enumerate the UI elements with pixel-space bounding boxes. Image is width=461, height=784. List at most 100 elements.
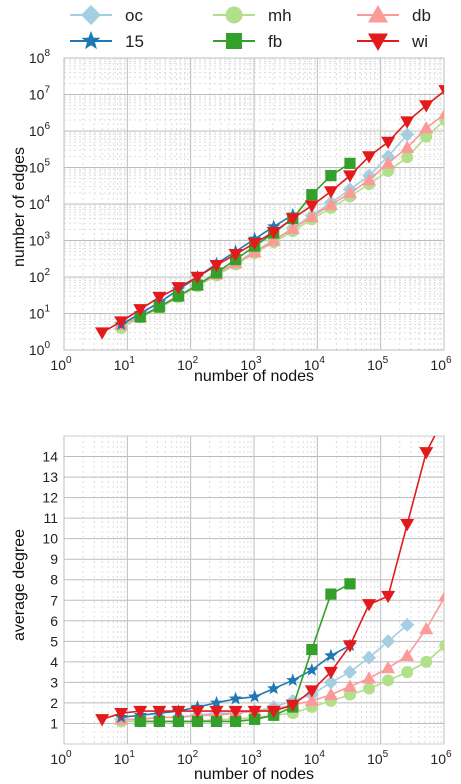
y-tick-exponent: 7 xyxy=(44,85,50,96)
x-tick-base: 10 xyxy=(50,357,66,373)
series-layer xyxy=(95,85,444,340)
data-point-wi xyxy=(190,705,205,719)
data-point-oc xyxy=(400,617,415,632)
x-tick-exponent: 1 xyxy=(129,749,135,760)
x-tick-exponent: 3 xyxy=(256,749,262,760)
legend-label-15: 15 xyxy=(125,32,144,51)
data-point-wi xyxy=(266,226,281,240)
data-point-db xyxy=(304,209,319,222)
data-point-db xyxy=(381,156,396,169)
y-tick-label: 14 xyxy=(42,449,58,465)
x-tick-base: 10 xyxy=(430,357,446,373)
data-point-db xyxy=(438,591,444,602)
x-tick-exponent: 5 xyxy=(383,749,389,760)
data-point-wi xyxy=(381,136,396,149)
data-point-fb xyxy=(306,643,318,656)
x-tick-label: 102 xyxy=(177,749,199,767)
data-point-wi xyxy=(95,327,110,340)
y-tick-exponent: 1 xyxy=(44,304,50,315)
data-point-15 xyxy=(228,691,243,705)
y-tick-label: 1 xyxy=(50,715,58,731)
data-point-wi xyxy=(114,707,129,721)
data-point-fb xyxy=(344,578,356,590)
data-point-wi xyxy=(285,699,300,712)
legend-entry-wi: wi xyxy=(357,32,428,51)
y-tick-label: 9 xyxy=(50,551,58,567)
data-point-wi xyxy=(419,447,434,460)
data-point-fb xyxy=(249,713,261,725)
data-point-15 xyxy=(248,689,262,703)
y-tick-label: 102 xyxy=(29,267,51,285)
y-tick-base: 10 xyxy=(29,196,45,212)
data-point-wi xyxy=(228,249,243,262)
y-tick-base: 10 xyxy=(29,342,45,358)
x-tick-exponent: 3 xyxy=(256,355,262,366)
data-point-db xyxy=(304,693,319,707)
data-point-wi xyxy=(285,213,300,226)
x-tick-base: 10 xyxy=(240,751,256,767)
y-tick-label: 104 xyxy=(29,194,51,212)
data-point-wi xyxy=(209,705,224,719)
data-point-wi xyxy=(247,705,262,719)
data-point-wi xyxy=(304,685,319,698)
y-tick-label: 12 xyxy=(42,490,58,506)
legend-marker-wi xyxy=(368,33,388,51)
data-point-wi xyxy=(228,705,243,719)
x-tick-label: 101 xyxy=(114,749,136,767)
data-point-wi xyxy=(133,304,148,317)
y-tick-label: 108 xyxy=(29,48,51,66)
legend-marker-15 xyxy=(81,31,101,50)
legend-label-fb: fb xyxy=(268,32,282,51)
y-tick-label: 11 xyxy=(43,510,58,526)
data-point-wi xyxy=(95,714,110,727)
data-point-fb xyxy=(325,169,337,182)
data-point-mh xyxy=(420,130,433,143)
legend: oc mh db 15 fb wi xyxy=(70,5,431,51)
data-point-db xyxy=(362,671,377,684)
y-tick-exponent: 2 xyxy=(44,267,50,278)
legend-label-db: db xyxy=(412,6,431,25)
y-tick-exponent: 3 xyxy=(44,231,50,242)
y-tick-label: 107 xyxy=(29,85,51,103)
x-tick-label: 105 xyxy=(367,355,389,373)
y-tick-label: 100 xyxy=(29,340,51,358)
data-point-mh xyxy=(439,639,444,652)
y-tick-label: 3 xyxy=(50,674,58,690)
legend-entry-15: 15 xyxy=(70,31,144,51)
data-point-db xyxy=(285,221,300,234)
data-point-fb xyxy=(210,267,223,279)
data-point-mh xyxy=(401,151,414,164)
y-tick-label: 5 xyxy=(50,633,58,649)
data-point-15 xyxy=(267,681,281,695)
legend-entry-db: db xyxy=(357,5,431,25)
y-tick-exponent: 6 xyxy=(44,121,50,132)
y-tick-label: 6 xyxy=(50,613,58,629)
data-point-oc xyxy=(362,650,377,665)
legend-entry-fb: fb xyxy=(213,32,282,51)
x-tick-label: 102 xyxy=(177,355,199,373)
y-tick-base: 10 xyxy=(29,50,45,66)
x-tick-base: 10 xyxy=(177,357,193,373)
x-tick-label: 106 xyxy=(430,749,452,767)
top-x-axis-label: number of nodes xyxy=(194,368,314,385)
y-tick-label: 106 xyxy=(29,121,51,139)
y-tick-label: 101 xyxy=(29,304,51,322)
x-tick-exponent: 6 xyxy=(446,355,452,366)
y-tick-exponent: 4 xyxy=(44,194,50,205)
y-tick-label: 7 xyxy=(50,592,58,608)
data-point-wi xyxy=(362,151,377,164)
x-tick-exponent: 2 xyxy=(193,749,199,760)
data-point-wi xyxy=(400,519,415,532)
series-layer xyxy=(95,436,444,728)
data-point-wi xyxy=(190,271,205,284)
y-tick-label: 103 xyxy=(29,231,51,249)
data-point-wi xyxy=(171,705,186,719)
data-point-fb xyxy=(153,301,165,313)
data-point-wi xyxy=(342,170,357,183)
data-point-wi xyxy=(133,705,148,719)
edges-vs-nodes-chart: 100 101 102 103 104 105 1061001011021031041051… xyxy=(29,48,452,373)
y-tick-exponent: 0 xyxy=(44,340,50,351)
x-tick-exponent: 1 xyxy=(129,355,135,366)
